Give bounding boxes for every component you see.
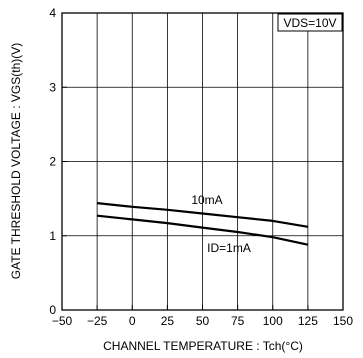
grid xyxy=(62,13,343,310)
x-tick-label: 100 xyxy=(263,314,283,328)
y-tick-labels: 0 1 2 3 4 xyxy=(49,6,56,317)
x-tick-label: −25 xyxy=(87,314,108,328)
condition-label: VDS=10V xyxy=(283,16,336,30)
series-line-10ma xyxy=(96,202,309,228)
y-tick-label: 1 xyxy=(49,229,56,243)
x-axis-label: CHANNEL TEMPERATURE : Tch(°C) xyxy=(103,339,303,353)
series-label-10ma: 10mA xyxy=(191,193,222,207)
x-tick-label: 50 xyxy=(196,314,210,328)
x-tick-label: 150 xyxy=(333,314,353,328)
x-tick-label: 0 xyxy=(129,314,136,328)
y-tick-label: 3 xyxy=(49,80,56,94)
y-tick-label: 0 xyxy=(49,303,56,317)
y-axis-label: GATE THRESHOLD VOLTAGE : VGS(th)(V) xyxy=(9,43,23,279)
x-tick-label: 25 xyxy=(161,314,175,328)
y-tick-label: 2 xyxy=(49,155,56,169)
series-lines xyxy=(96,202,309,246)
x-tick-label: −50 xyxy=(52,314,73,328)
condition-box xyxy=(277,13,343,32)
series-label-1ma: ID=1mA xyxy=(207,241,251,255)
series-line-1ma xyxy=(96,214,309,246)
x-tick-label: 75 xyxy=(231,314,245,328)
axis-ticks xyxy=(61,12,344,311)
x-tick-labels: −50 −25 0 25 50 75 100 125 150 xyxy=(52,314,354,328)
x-tick-label: 125 xyxy=(298,314,318,328)
y-tick-label: 4 xyxy=(49,6,56,20)
